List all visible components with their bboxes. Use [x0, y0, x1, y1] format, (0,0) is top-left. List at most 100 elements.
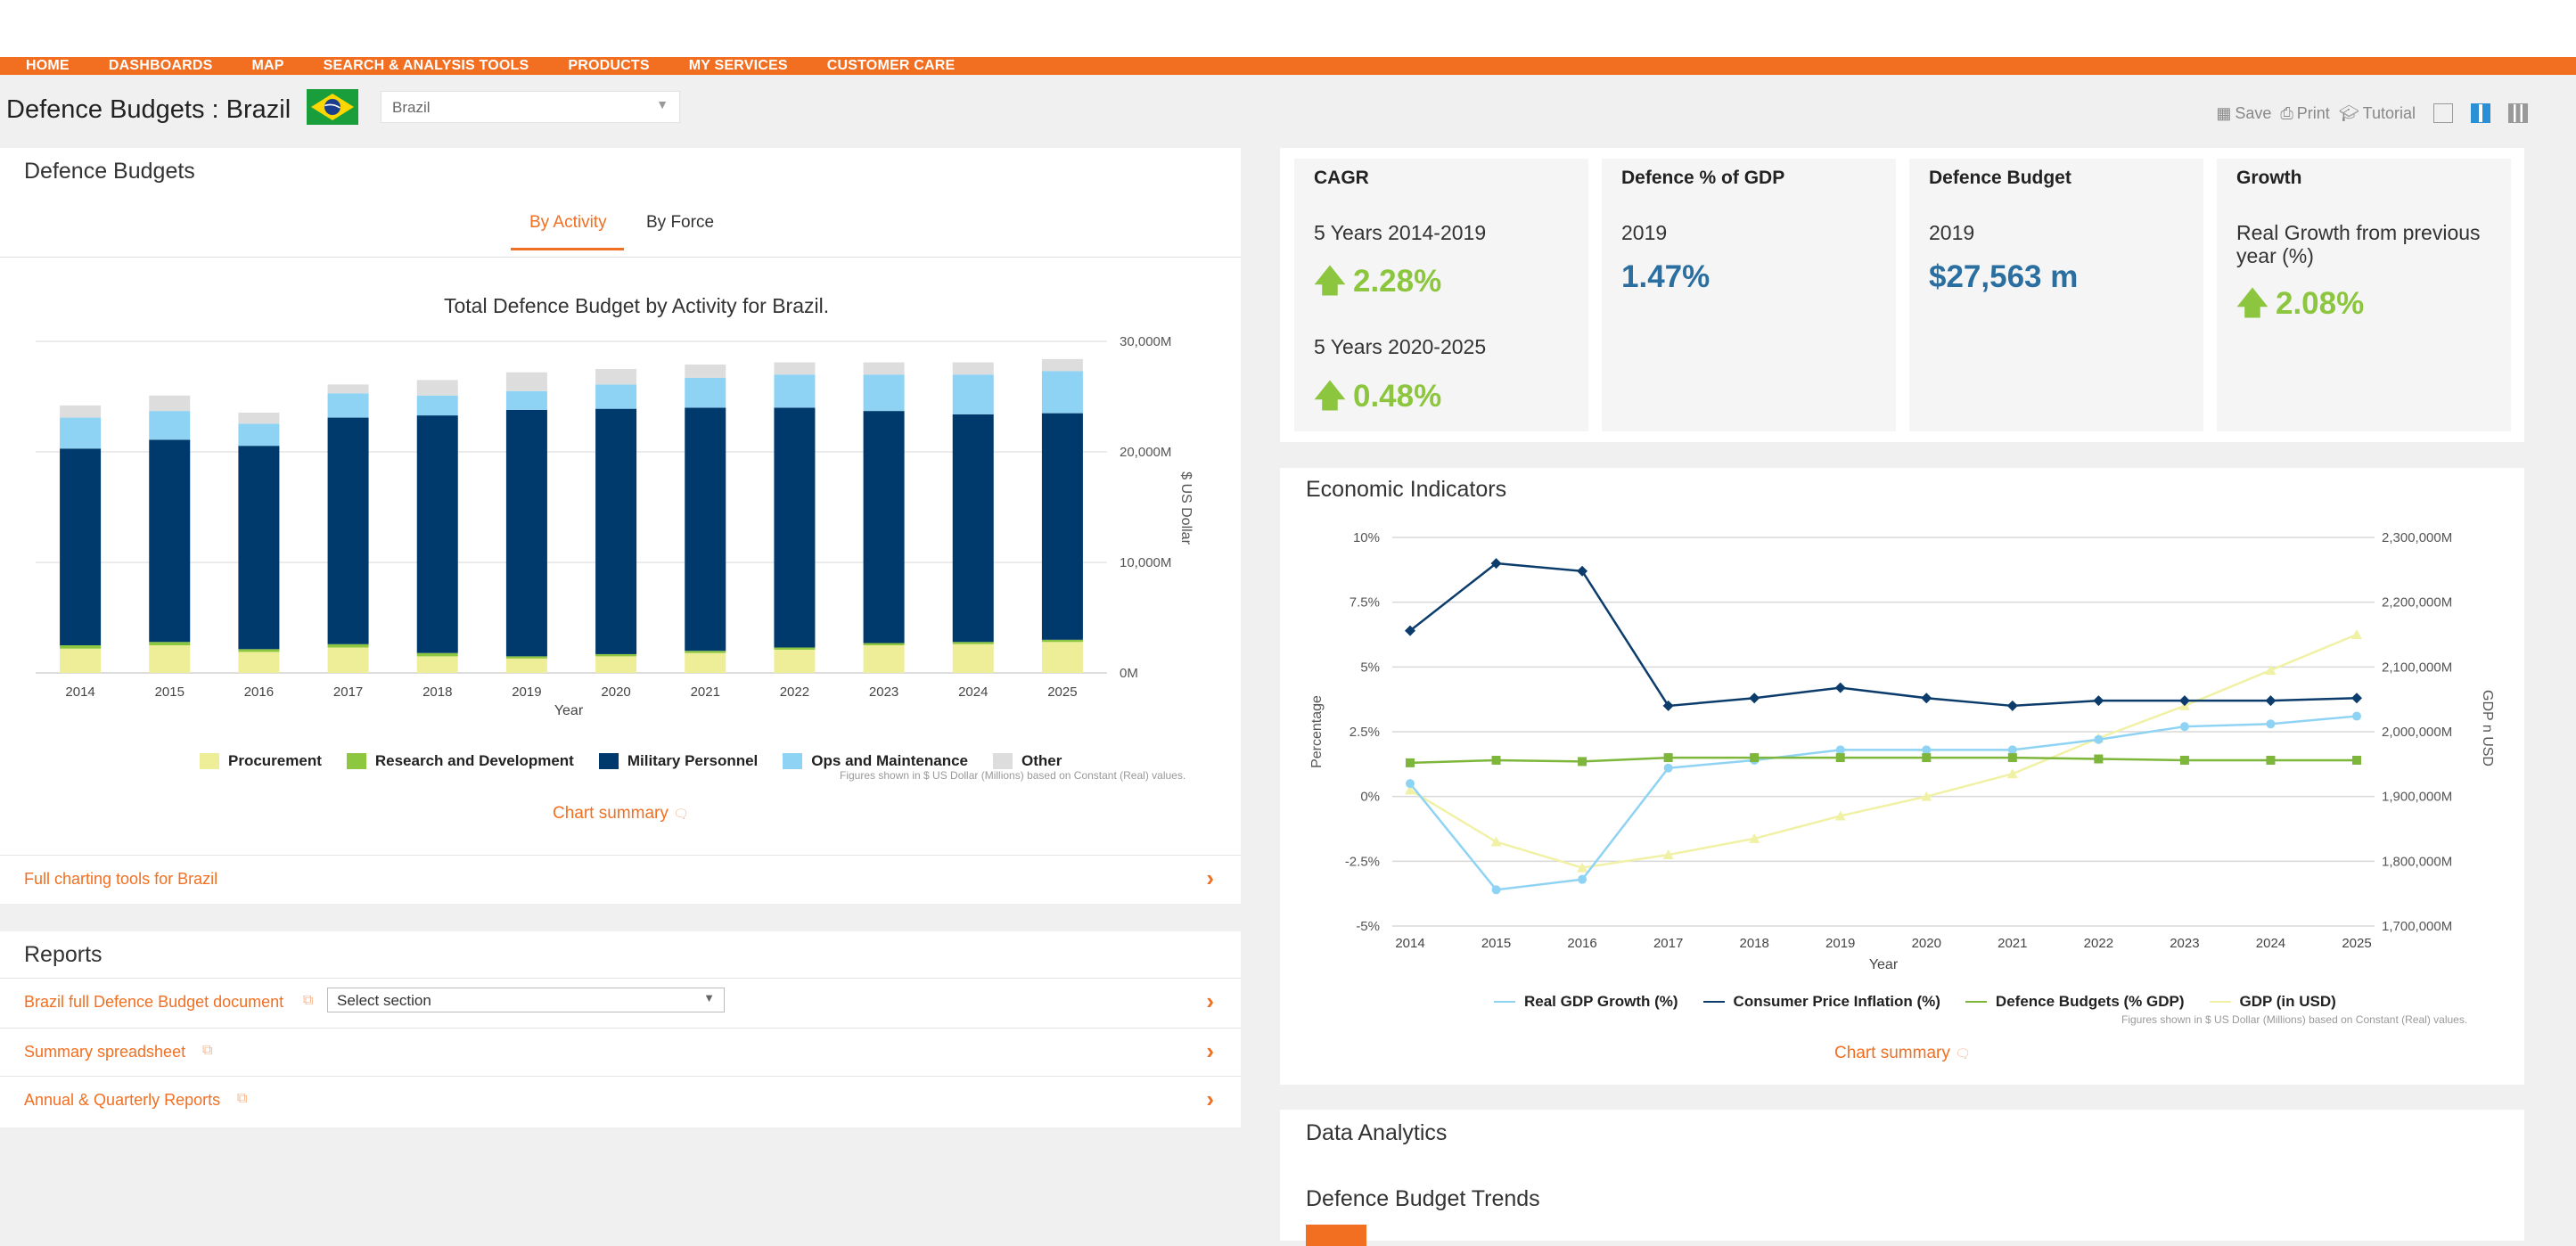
defence-gdp-year: 2019: [1621, 221, 1668, 244]
report-row[interactable]: Brazil full Defence Budget document ⧉ Se…: [0, 978, 1241, 1029]
brazil-flag-icon: [307, 89, 358, 125]
report-link[interactable]: Brazil full Defence Budget document: [24, 993, 284, 1011]
report-link[interactable]: Summary spreadsheet: [24, 1043, 186, 1061]
reports-title: Reports: [24, 942, 103, 967]
legend-item[interactable]: Consumer Price Inflation (%): [1702, 993, 1940, 1011]
y-axis-title: Percentage: [1309, 695, 1325, 768]
trends-view-button[interactable]: [1306, 1225, 1366, 1246]
legend-item[interactable]: GDP (in USD): [2209, 993, 2336, 1011]
nav-search-analysis-tools[interactable]: SEARCH & ANALYSIS TOOLS: [323, 58, 529, 73]
nav-home[interactable]: HOME: [26, 58, 70, 73]
y2-tick-label: 2,200,000M: [2382, 595, 2452, 611]
bar-segment: [416, 656, 458, 673]
x-tick-label: 2020: [601, 684, 630, 700]
tutorial-label: Tutorial: [2362, 103, 2416, 122]
legend-item[interactable]: Research and Development: [346, 752, 574, 770]
data-point: [1750, 753, 1760, 763]
legend-item[interactable]: Real GDP Growth (%): [1494, 993, 1678, 1011]
x-axis-title: Year: [1869, 957, 1899, 972]
x-tick-label: 2014: [1395, 936, 1424, 951]
x-axis-title: Year: [554, 703, 584, 718]
bar-segment: [863, 645, 905, 673]
bar-segment: [952, 362, 994, 375]
chevron-down-icon: ▼: [656, 97, 669, 111]
bar-segment: [416, 652, 458, 657]
chart-summary-label: Chart summary: [553, 804, 669, 823]
panel-title: Defence Budgets: [24, 159, 195, 184]
x-tick-label: 2020: [1912, 936, 1941, 951]
bar-segment: [238, 423, 280, 447]
legend-item[interactable]: Procurement: [200, 752, 322, 770]
nav-customer-care[interactable]: CUSTOMER CARE: [826, 58, 956, 73]
bar-segment: [595, 408, 637, 654]
data-point: [1662, 700, 1674, 711]
bar-segment: [149, 439, 191, 643]
legend-swatch: [2209, 1001, 2231, 1003]
chevron-down-icon: ▼: [703, 991, 715, 1004]
country-select[interactable]: Brazil ▼: [381, 91, 680, 123]
layout-two-column-button[interactable]: [2471, 103, 2490, 123]
data-point: [2179, 722, 2189, 732]
full-charting-tools-row[interactable]: Full charting tools for Brazil ›: [0, 855, 1241, 904]
legend-label: Consumer Price Inflation (%): [1733, 993, 1940, 1010]
save-button[interactable]: ▦ Save: [2216, 104, 2271, 123]
nav-my-services[interactable]: MY SERVICES: [688, 58, 788, 73]
bar-segment: [238, 446, 280, 650]
data-point: [2007, 745, 2017, 755]
data-point: [1921, 791, 1932, 801]
bar-segment: [505, 372, 547, 391]
bar-segment: [416, 395, 458, 416]
bar-segment: [863, 374, 905, 412]
full-charting-tools-link[interactable]: Full charting tools for Brazil: [24, 870, 218, 888]
report-row[interactable]: Summary spreadsheet ⧉ ›: [0, 1028, 1241, 1077]
nav-map[interactable]: MAP: [251, 58, 284, 73]
x-tick-label: 2024: [958, 684, 988, 700]
defence-budget-trends-title: Defence Budget Trends: [1306, 1186, 1540, 1211]
data-point: [2007, 753, 2017, 763]
x-tick-label: 2019: [512, 684, 541, 700]
legend-swatch: [1965, 1001, 1987, 1003]
data-point: [1491, 885, 1501, 895]
nav-dashboards[interactable]: DASHBOARDS: [108, 58, 213, 73]
tab-by-force[interactable]: By Force: [646, 213, 715, 232]
report-row[interactable]: Annual & Quarterly Reports ⧉ ›: [0, 1076, 1241, 1125]
y-tick-label: 7.5%: [1350, 595, 1380, 611]
layout-single-button[interactable]: [2433, 103, 2453, 123]
growth-description: Real Growth from previous year (%): [2236, 221, 2481, 267]
layout-three-column-button[interactable]: [2508, 103, 2528, 123]
bar-segment: [774, 362, 816, 375]
nav-products[interactable]: PRODUCTS: [568, 58, 650, 73]
tab-by-activity[interactable]: By Activity: [529, 213, 607, 232]
x-tick-label: 2015: [1481, 936, 1511, 951]
bar-segment: [60, 417, 102, 449]
bar-segment: [774, 647, 816, 650]
bar-segment: [149, 642, 191, 645]
economic-chart-summary-link[interactable]: Chart summary 🗨︎: [1834, 1044, 1971, 1063]
chart-summary-link[interactable]: Chart summary 🗨︎: [553, 804, 689, 824]
report-link[interactable]: Annual & Quarterly Reports: [24, 1091, 221, 1109]
bar-segment: [416, 380, 458, 396]
section-select-value: Select section: [337, 992, 431, 1009]
legend-item[interactable]: Defence Budgets (% GDP): [1965, 993, 2185, 1011]
cagr-value-2: 🡅 0.48%: [1314, 374, 1441, 427]
cagr-card: CAGR 5 Years 2014-2019 🡅 2.28% 5 Years 20…: [1294, 159, 1588, 431]
data-point: [1834, 810, 1846, 821]
x-tick-label: 2015: [155, 684, 185, 700]
legend-item[interactable]: Ops and Maintenance: [783, 752, 968, 770]
data-point: [1662, 849, 1674, 860]
x-tick-label: 2016: [244, 684, 274, 700]
bar-segment: [149, 645, 191, 673]
legend-item[interactable]: Military Personnel: [598, 752, 758, 770]
data-analytics-panel: Data Analytics Defence Budget Trends: [1280, 1110, 2524, 1241]
data-point: [2265, 664, 2277, 675]
data-point: [2178, 695, 2190, 707]
print-button[interactable]: ⎙ Print: [2280, 104, 2329, 123]
section-select[interactable]: Select section ▼: [327, 988, 725, 1012]
x-tick-label: 2023: [2170, 936, 2199, 951]
y2-tick-label: 1,800,000M: [2382, 854, 2452, 869]
y-axis-title: $ US Dollar: [1178, 471, 1194, 545]
bar-segment: [505, 656, 547, 659]
tutorial-button[interactable]: 🎓︎ Tutorial: [2339, 104, 2416, 123]
print-label: Print: [2296, 103, 2330, 122]
legend-item[interactable]: Other: [992, 752, 1062, 770]
